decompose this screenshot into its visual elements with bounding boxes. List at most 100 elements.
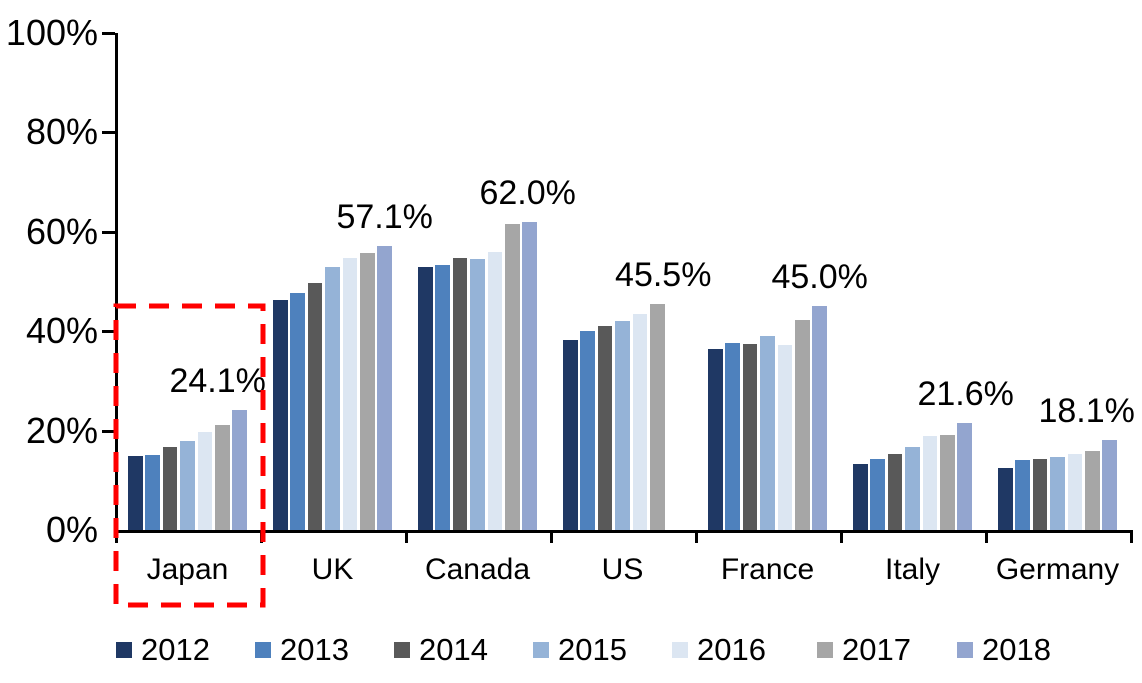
bar-uk-2012	[273, 300, 288, 530]
bar-canada-2013	[435, 265, 450, 530]
y-tick-80%	[102, 131, 115, 135]
bar-japan-2012	[128, 455, 143, 530]
bar-us-2017	[650, 303, 665, 530]
bar-japan-2014	[162, 447, 178, 530]
bar-germany-2013	[1015, 460, 1030, 530]
data-label-us: 45.5%	[615, 255, 712, 294]
legend-label-2014: 2014	[419, 632, 488, 667]
bar-france-2017	[795, 320, 810, 530]
bar-italy-2016	[922, 436, 938, 530]
bar-japan-2017	[215, 425, 230, 530]
category-label-canada: Canada	[424, 553, 531, 586]
bar-germany-2018	[1102, 440, 1117, 530]
bar-uk-2018	[377, 246, 392, 530]
data-label-italy: 21.6%	[917, 374, 1014, 413]
bar-italy-2018	[957, 422, 972, 530]
bar-germany-2012	[998, 467, 1013, 530]
bar-canada-2017	[505, 224, 520, 530]
y-tick-60%	[102, 230, 115, 234]
bar-france-2013	[725, 343, 740, 530]
legend-item-2017: 2017	[817, 632, 911, 668]
category-label-france: France	[720, 553, 815, 586]
legend-item-2012: 2012	[116, 632, 210, 668]
legend-label-2017: 2017	[842, 632, 911, 667]
y-axis-label-60%: 60%	[25, 210, 98, 252]
category-label-us: US	[601, 553, 644, 586]
y-axis-label-0%: 0%	[45, 509, 98, 550]
legend-label-2016: 2016	[697, 632, 766, 667]
legend-swatch-2016	[672, 642, 688, 658]
x-tick-4	[695, 530, 698, 543]
bar-uk-2015	[325, 267, 340, 530]
bar-us-2012	[563, 340, 578, 530]
legend-label-2012: 2012	[141, 632, 210, 667]
legend-swatch-2014	[394, 642, 410, 658]
bar-japan-2015	[180, 440, 195, 530]
y-axis-label-80%: 80%	[25, 111, 98, 153]
data-label-japan: 24.1%	[169, 362, 266, 401]
legend-item-2015: 2015	[533, 632, 627, 668]
bar-italy-2015	[905, 446, 920, 530]
bar-canada-2016	[487, 251, 503, 530]
category-label-uk: UK	[311, 553, 354, 586]
bar-germany-2015	[1050, 456, 1065, 530]
data-label-france: 45.0%	[771, 258, 868, 297]
legend-label-2018: 2018	[982, 632, 1051, 667]
data-label-uk: 57.1%	[336, 198, 433, 237]
bar-germany-2016	[1067, 453, 1083, 530]
category-label-italy: Italy	[884, 553, 941, 586]
legend-item-2018: 2018	[957, 632, 1051, 668]
bar-italy-2014	[887, 453, 903, 530]
legend-swatch-2018	[957, 642, 973, 658]
legend-swatch-2017	[817, 642, 833, 658]
legend-item-2016: 2016	[672, 632, 766, 668]
highlight-rect	[113, 303, 266, 608]
legend-item-2014: 2014	[394, 632, 488, 668]
bar-france-2012	[708, 349, 723, 530]
bar-canada-2018	[522, 221, 537, 530]
x-tick-3	[550, 530, 553, 543]
y-axis-label-40%: 40%	[25, 310, 98, 352]
x-tick-5	[840, 530, 843, 543]
y-tick-20%	[102, 429, 115, 433]
legend-item-2013: 2013	[255, 632, 349, 668]
bar-italy-2017	[940, 435, 955, 530]
bar-us-2013	[580, 331, 595, 530]
bar-canada-2015	[470, 259, 485, 530]
y-axis-label-100%: 100%	[5, 12, 98, 53]
bar-germany-2017	[1085, 450, 1100, 530]
bar-us-2014	[597, 326, 613, 530]
y-tick-100%	[102, 32, 115, 35]
highlight-dashed-box-japan	[113, 303, 266, 608]
data-label-germany: 18.1%	[1038, 392, 1135, 431]
bar-us-2015	[615, 321, 630, 530]
bar-germany-2014	[1032, 458, 1048, 530]
bar-japan-2016	[197, 431, 213, 530]
bar-canada-2014	[452, 258, 468, 530]
x-tick-7	[1130, 530, 1133, 543]
bar-uk-2016	[342, 258, 358, 530]
bar-japan-2018	[232, 410, 247, 530]
x-tick-6	[985, 530, 988, 543]
legend-swatch-2015	[533, 642, 549, 658]
bar-italy-2013	[870, 459, 885, 530]
bar-us-2016	[632, 313, 648, 530]
bar-uk-2013	[290, 293, 305, 530]
legend-swatch-2013	[255, 642, 271, 658]
category-label-japan: Japan	[146, 553, 229, 586]
bar-canada-2012	[418, 267, 433, 530]
y-tick-40%	[102, 330, 115, 334]
bar-france-2016	[777, 345, 793, 530]
bar-france-2018	[812, 306, 827, 530]
bar-italy-2012	[853, 464, 868, 530]
bar-france-2014	[742, 344, 758, 530]
x-axis-line	[115, 530, 1133, 533]
y-axis-line	[115, 33, 118, 533]
bar-japan-2013	[145, 454, 160, 530]
legend-label-2015: 2015	[558, 632, 627, 667]
x-tick-2	[405, 530, 408, 543]
legend-label-2013: 2013	[280, 632, 349, 667]
category-label-germany: Germany	[995, 553, 1120, 586]
bar-uk-2017	[360, 253, 375, 530]
